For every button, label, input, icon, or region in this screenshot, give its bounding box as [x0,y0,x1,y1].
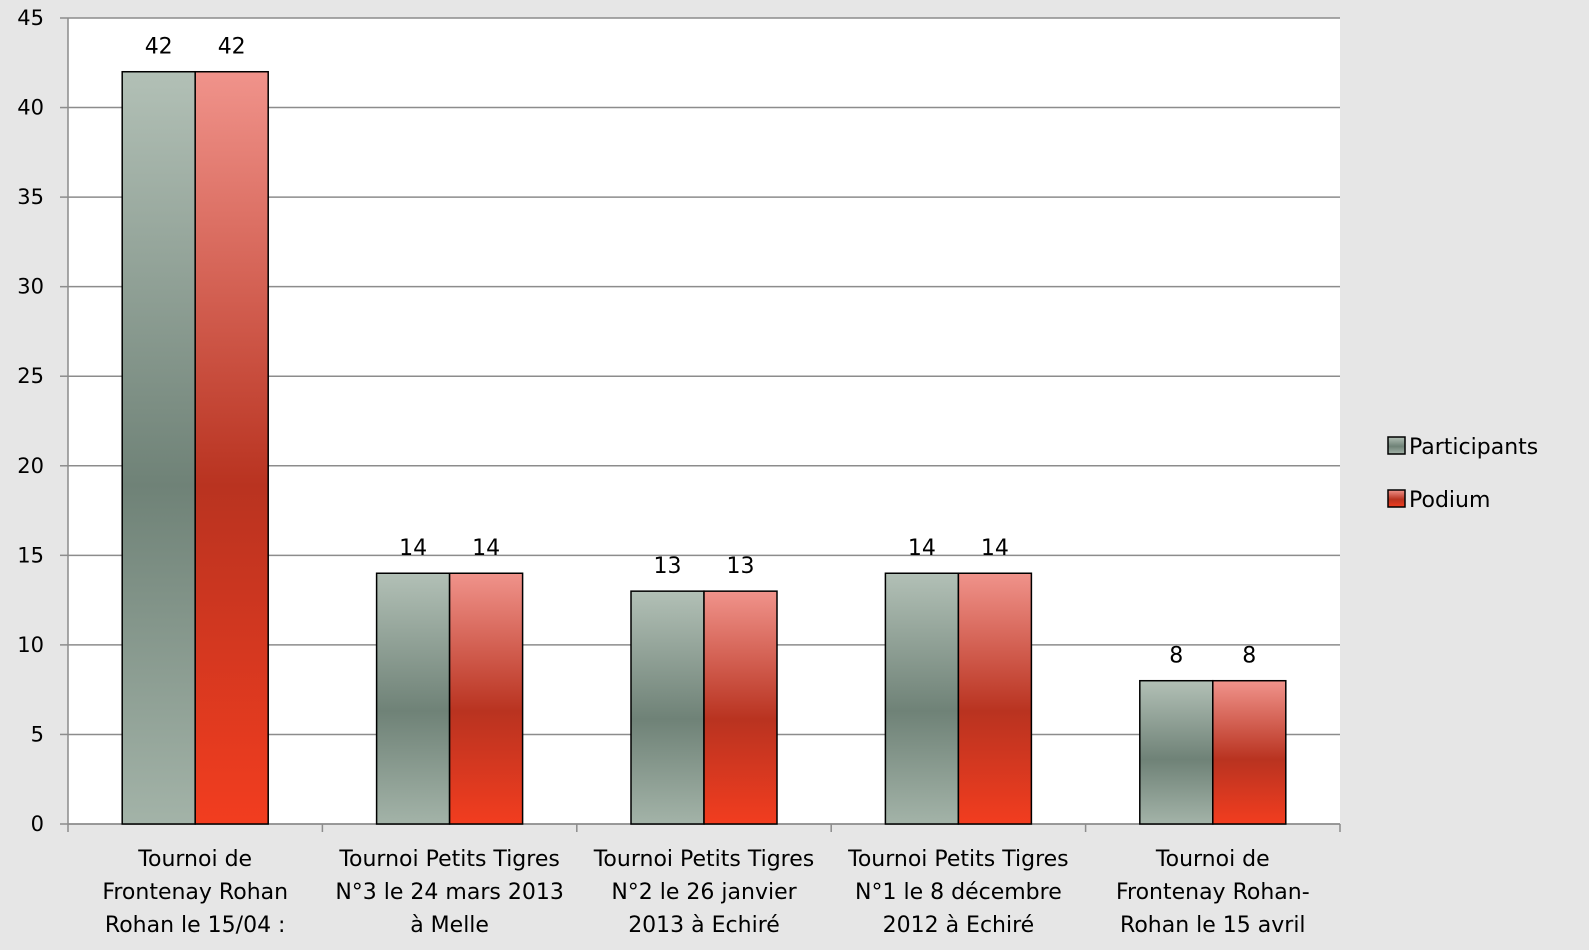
x-category-label: Tournoi Petits Tigres N°2 le 26 janvier 20… [593,847,815,938]
y-tick-label: 25 [17,364,44,388]
bar-podium [703,590,778,825]
x-category-label-line: Tournoi Petits Tigres [338,847,560,872]
legend-swatch-podium [1387,489,1406,508]
bar-podium [1212,679,1287,825]
y-tick-label: 30 [17,275,44,299]
data-label-participants: 13 [654,554,682,579]
y-tick-label: 45 [17,6,44,30]
bar-podium [194,70,269,825]
x-category-label-line: 2012 à Echiré [883,913,1035,938]
data-label-podium: 14 [472,536,500,561]
legend-swatch-participants [1387,436,1406,455]
data-label-participants: 14 [908,536,936,561]
data-label-participants: 8 [1169,644,1183,669]
data-label-participants: 42 [145,35,173,60]
x-category-label-line: Frontenay Rohan- [1116,880,1310,905]
legend-label-podium: Podium [1409,488,1490,513]
x-category-label-line: Rohan le 15 avril [1120,913,1306,938]
y-tick-label: 35 [17,185,44,209]
y-tick-label: 5 [31,722,44,746]
y-tick-label: 40 [17,96,44,120]
legend: Participants Podium [1387,435,1538,513]
y-tick-label: 0 [31,812,44,836]
data-label-podium: 14 [981,536,1009,561]
bar-participants [884,572,960,825]
bar-participants [121,70,196,825]
data-label-podium: 42 [218,35,246,60]
x-category-label-line: Tournoi Petits Tigres [593,847,815,872]
data-labels: 42 42 14 14 13 13 14 14 8 8 [145,35,1257,669]
x-category-label-line: N°1 le 8 décembre [855,880,1062,905]
bars [121,70,1287,825]
x-axis: Tournoi de Frontenay Rohan Rohan le 15/04 … [67,823,1341,938]
y-axis: 0 5 10 15 20 25 30 35 40 45 [17,6,69,836]
bar-podium [957,572,1033,825]
y-tick-label: 15 [17,543,44,567]
data-label-podium: 8 [1242,644,1256,669]
x-category-label-line: Frontenay Rohan [102,880,288,905]
x-category-label-line: Rohan le 15/04 : [105,913,286,938]
bar-participants [375,572,451,825]
y-tick-label: 10 [17,633,44,657]
x-category-label-line: Tournoi Petits Tigres [847,847,1069,872]
x-category-label: Tournoi Petits Tigres N°1 le 8 décembre 20… [847,847,1069,938]
x-category-label-line: 2013 à Echiré [628,913,780,938]
x-category-label-line: à Melle [410,913,489,938]
bar-podium [448,572,524,825]
y-tick-label: 20 [17,454,44,478]
data-label-participants: 14 [399,536,427,561]
x-category-label-line: Tournoi de [1155,847,1270,872]
x-category-label: Tournoi Petits Tigres N°3 le 24 mars 2013… [335,847,563,938]
x-category-label-line: N°2 le 26 janvier [611,880,797,905]
legend-label-participants: Participants [1409,435,1538,460]
bar-participants [630,590,705,825]
data-label-podium: 13 [727,554,755,579]
x-category-label-line: N°3 le 24 mars 2013 [335,880,563,905]
x-category-label-line: Tournoi de [137,847,252,872]
x-category-label: Tournoi de Frontenay Rohan- Rohan le 15 av… [1116,847,1310,938]
x-category-label: Tournoi de Frontenay Rohan Rohan le 15/04 … [102,847,288,938]
bar-participants [1139,679,1214,825]
